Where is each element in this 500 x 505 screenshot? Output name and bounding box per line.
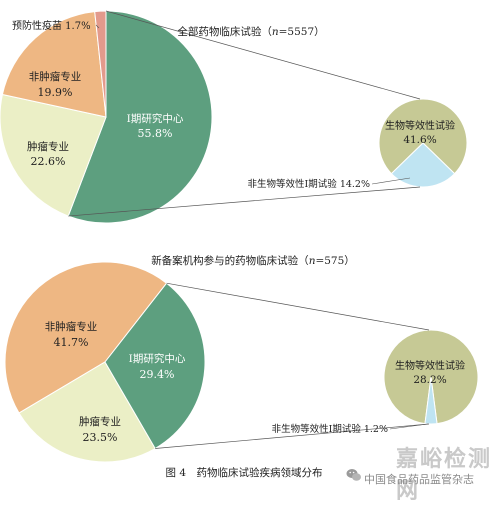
pie2-breakdown-label-bioequivalence-value: 28.2% — [413, 374, 446, 386]
pie2-breakdown-label-non-bio-phase1: 非生物等效性Ⅰ期试验 1.2% — [272, 423, 388, 435]
pie1-breakdown-slice-bioequivalence — [378, 98, 468, 175]
pie2-label-non-tumor-name: 非肿瘤专业 — [45, 320, 98, 333]
pie2-slice-non_tumor — [4, 261, 168, 414]
pie1-label-tumor-value: 22.6% — [31, 155, 66, 168]
pie1-label-phase1-value: 55.8% — [138, 127, 173, 140]
figure-caption: 图 4 药物临床试验疾病领域分布 — [165, 466, 322, 479]
pie2-label-phase1-name: Ⅰ期研究中心 — [129, 352, 186, 365]
watermark-main-text: 嘉峪检测网 — [396, 447, 493, 504]
pie1-slice-non_tumor — [1, 11, 107, 118]
pie1-breakdown-label-bioequivalence-value: 41.6% — [403, 134, 436, 146]
pie1-slice-tumor — [0, 93, 107, 217]
pie1-connector-top — [105, 10, 421, 100]
pie1-label-prevention-leader — [95, 24, 100, 29]
pie1-slice-prevention — [94, 10, 107, 118]
pie1-connector-bottom — [68, 186, 421, 217]
pie2-breakdown-label-non-bio-leader — [389, 423, 429, 430]
pie2-label-tumor-name: 肿瘤专业 — [79, 415, 121, 428]
pie2-title: 新备案机构参与的药物临床试验（n=575） — [151, 254, 355, 267]
pie1-breakdown-label-non-bio-phase1: 非生物等效性Ⅰ期试验 14.2% — [248, 178, 370, 190]
pie1-breakdown-slice-non-bio-phase1 — [390, 142, 456, 188]
pie1-slice-phase1 — [67, 10, 213, 224]
pie1-breakdown-label-non-bio-leader — [371, 177, 411, 185]
pie1-title: 全部药物临床试验（n=5557） — [177, 25, 324, 38]
pie2-slice-tumor — [18, 361, 156, 463]
pie2-connector-top — [166, 282, 430, 331]
wechat-icon — [346, 469, 361, 481]
pie2-breakdown-label-bioequivalence-name: 生物等效性试验 — [395, 359, 465, 372]
pie2-label-non-tumor-value: 41.7% — [54, 336, 89, 349]
pie2-breakdown-slice-bioequivalence — [383, 329, 479, 425]
pie2-slice-phase1 — [104, 282, 206, 450]
pie1-label-non-tumor-name: 非肿瘤专业 — [29, 70, 82, 83]
pie1-label-phase1-name: Ⅰ期研究中心 — [127, 112, 184, 125]
pie1-label-tumor-name: 肿瘤专业 — [27, 140, 69, 153]
pie2-label-phase1-value: 29.4% — [140, 368, 175, 381]
pie1-breakdown-label-bioequivalence-name: 生物等效性试验 — [385, 119, 455, 132]
pie1-label-prevention: 预防性疫苗 1.7% — [12, 19, 91, 32]
pie2-connector-bottom — [155, 423, 430, 449]
watermark-sub-text: 中国食品药品监管杂志 — [364, 473, 474, 486]
pie1-label-non-tumor-value: 19.9% — [38, 86, 73, 99]
pie2-label-tumor-value: 23.5% — [83, 431, 118, 444]
pie2-breakdown-slice-non-bio-phase1 — [424, 376, 438, 425]
